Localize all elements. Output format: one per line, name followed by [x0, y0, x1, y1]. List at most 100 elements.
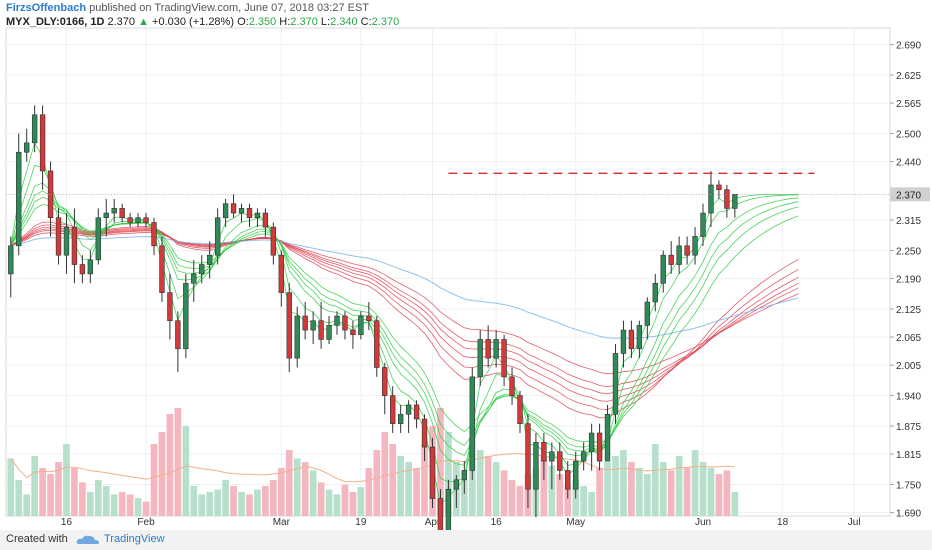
volume-bar	[460, 480, 468, 516]
candle-body	[453, 479, 460, 490]
volume-bar	[596, 468, 603, 516]
candle-body	[517, 395, 523, 424]
volume-bar	[47, 474, 54, 516]
tradingview-cloud-icon	[76, 535, 99, 544]
candle-body	[541, 442, 547, 462]
volume-bar	[23, 494, 31, 516]
volume-bar	[333, 494, 341, 516]
author-name[interactable]: FirzsOffenbach	[6, 2, 87, 14]
y-tick-label: 2.065	[896, 333, 921, 344]
open-value: 2.350	[248, 16, 277, 28]
y-tick-label: 2.500	[896, 130, 921, 141]
candle-body	[612, 353, 619, 415]
volume-bar	[190, 486, 198, 516]
volume-bar	[604, 462, 611, 516]
candle-body	[159, 245, 165, 293]
candle-body	[374, 320, 380, 368]
candle-body	[390, 395, 396, 424]
y-tick-label: 2.005	[896, 361, 921, 372]
candle-body	[732, 194, 738, 209]
ema-line-long	[10, 231, 799, 375]
candle-body	[207, 254, 213, 265]
candle-body	[668, 254, 674, 265]
volume-bar	[71, 468, 78, 516]
volume-bar	[94, 480, 102, 516]
candle-body	[246, 208, 253, 219]
y-tick-label: 2.190	[896, 275, 921, 286]
candle-body	[580, 451, 587, 462]
volume-bar	[651, 444, 659, 516]
candle-body	[596, 432, 603, 462]
candle-body	[230, 203, 237, 214]
volume-bar	[492, 462, 500, 516]
ema-line-slow	[10, 236, 799, 339]
volume-bar	[707, 468, 715, 516]
candle-body	[127, 217, 133, 223]
volume-bar	[254, 489, 261, 516]
candle-body	[326, 325, 332, 340]
volume-bar	[556, 474, 564, 516]
volume-bar	[508, 480, 516, 516]
volume-bar	[285, 450, 293, 516]
open-label: O:	[237, 16, 249, 28]
volume-bar	[373, 450, 381, 516]
y-tick-label: 2.250	[896, 247, 921, 258]
volume-bar	[277, 468, 285, 516]
volume-bar	[667, 470, 675, 516]
candle-body	[151, 222, 157, 247]
candle-body	[183, 282, 189, 350]
volume-bar	[7, 458, 15, 516]
volume-bar	[55, 462, 62, 516]
candle-body	[358, 315, 364, 336]
volume-bar	[230, 486, 237, 516]
candle-body	[262, 212, 269, 228]
x-tick-label: May	[566, 517, 585, 528]
ema-line-short	[10, 196, 799, 448]
volume-bar	[198, 494, 206, 516]
y-tick-label: 1.815	[896, 450, 921, 461]
volume-bar	[476, 450, 484, 516]
candle-body	[79, 264, 86, 275]
candle-body	[573, 460, 579, 490]
candle-body	[628, 329, 635, 350]
y-tick-label: 2.440	[896, 158, 921, 169]
candle-body	[8, 245, 14, 275]
volume-bar	[142, 501, 150, 516]
candle-body	[87, 259, 94, 275]
y-tick-label: 2.125	[896, 305, 921, 316]
volume-bar	[63, 444, 70, 516]
y-tick-label: 2.690	[896, 41, 921, 52]
volume-bar	[15, 480, 23, 516]
volume-bar	[516, 486, 524, 516]
volume-bar	[731, 492, 739, 516]
volume-bar	[445, 432, 452, 516]
candle-body	[461, 470, 467, 481]
volume-bar	[246, 494, 253, 516]
publish-header: FirzsOffenbach published on TradingView.…	[6, 2, 369, 14]
candle-body	[318, 320, 324, 340]
candle-body	[676, 245, 682, 265]
candle-body	[644, 301, 651, 326]
candle-body	[31, 114, 38, 144]
volume-bar	[262, 486, 269, 516]
volume-bar	[182, 426, 190, 516]
volume-bar	[102, 486, 110, 516]
volume-bar	[683, 468, 691, 516]
y-tick-label: 2.625	[896, 71, 921, 82]
candle-body	[24, 142, 30, 153]
candle-body	[199, 264, 205, 275]
volume-ma-line	[10, 453, 735, 483]
volume-bar	[341, 484, 349, 516]
ema-line-short	[10, 141, 799, 506]
y-tick-label: 1.940	[896, 392, 921, 403]
volume-bar	[174, 408, 182, 516]
volume-bar	[620, 450, 627, 516]
x-tick-label: 16	[61, 517, 73, 528]
volume-bar	[349, 492, 357, 516]
tradingview-brand[interactable]: TradingView	[104, 533, 165, 545]
price-chart[interactable]: 1.690 1.750 1.815 1.875 1.940 2.005 2.065 2.125…	[0, 0, 932, 530]
volume-bar	[715, 474, 723, 516]
candle-body	[509, 376, 515, 396]
candle-body	[708, 184, 714, 214]
x-tick-label: 19	[355, 517, 367, 528]
